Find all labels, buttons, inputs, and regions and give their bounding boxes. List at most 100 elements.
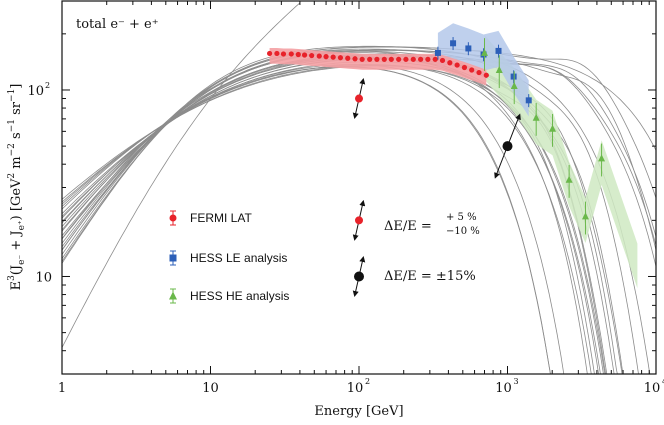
- y-axis-title: E3(Je⁻ + Je⁺) [GeV2 m−2 s−1 sr−1]: [7, 84, 27, 291]
- fermi-point: [337, 55, 344, 61]
- y-axis-title-part: ]: [9, 84, 24, 89]
- fermi-point: [403, 56, 409, 62]
- y-axis-title-part: sr: [9, 101, 24, 119]
- y-tick-label: 10: [35, 270, 52, 285]
- x-tick-label: 10: [202, 381, 219, 396]
- fermi-point: [295, 51, 301, 58]
- y-tick-label: 10: [27, 84, 44, 99]
- y-axis-title-part: m: [9, 156, 24, 172]
- hess-he-point: [532, 113, 540, 121]
- model-curve: [62, 46, 656, 262]
- model-curve: [62, 66, 551, 374]
- fermi-point: [288, 51, 294, 57]
- fermi-point: [454, 62, 460, 68]
- x-tick-label: 10: [347, 381, 364, 396]
- energy-scale-markers: [352, 78, 521, 297]
- hess-he-point: [598, 154, 606, 162]
- hess-le-point: [465, 45, 472, 52]
- hess-he-point: [495, 65, 503, 73]
- y-axis-title-part: −1: [7, 119, 17, 132]
- y-axis-title-text: E3(Je⁻ + Je⁺) [GeV2 m−2 s−1 sr−1]: [7, 84, 27, 291]
- model-curve: [62, 45, 651, 374]
- y-axis-title-part: ) [GeV: [9, 178, 24, 220]
- hess-he-point: [581, 212, 589, 220]
- y-axis-title-part: −2: [7, 143, 17, 156]
- y-axis-title-part: 2: [7, 173, 17, 179]
- fermi-point: [374, 56, 380, 62]
- x-tick-label-exponent: 3: [514, 377, 519, 386]
- fermi-point: [323, 54, 329, 60]
- fermi-point: [418, 56, 424, 62]
- hess-he-point: [480, 48, 488, 56]
- fermi-point: [345, 55, 351, 61]
- x-tick-label-exponent: 4: [662, 377, 664, 386]
- model-curve: [62, 66, 551, 374]
- fermi-point: [381, 56, 387, 62]
- model-curve: [62, 65, 606, 374]
- legend-marker: [169, 291, 177, 300]
- hess-le-point: [450, 40, 457, 47]
- y-axis-title-part: −1: [7, 89, 17, 102]
- systematic-bands: [269, 23, 638, 289]
- fermi-point: [280, 51, 287, 57]
- hess-le-point: [525, 97, 532, 104]
- fermi-point: [316, 53, 322, 59]
- model-curve: [62, 64, 565, 374]
- fermi-energy-scale-plus: + 5 %: [446, 212, 477, 223]
- model-curve: [62, 64, 592, 374]
- energy-scale-arrow: [494, 145, 508, 179]
- legend-label: FERMI LAT: [190, 211, 252, 225]
- fermi-energy-scale: ΔE/E =: [384, 219, 432, 234]
- legend-label: HESS LE analysis: [190, 251, 287, 265]
- energy-scale-marker: [354, 271, 364, 282]
- hess-energy-scale: ΔE/E = ±15%: [384, 269, 476, 284]
- x-tick-label: 10: [495, 381, 512, 396]
- fermi-point: [476, 69, 482, 76]
- fermi-point: [274, 50, 280, 57]
- fermi-point: [461, 64, 468, 71]
- fermi-point: [367, 56, 373, 62]
- hess-le-point: [495, 47, 502, 54]
- fermi-point: [396, 56, 402, 62]
- fermi-point: [359, 56, 365, 62]
- x-tick-label: 10: [644, 381, 661, 396]
- chart-title: total e⁻ + e⁺: [76, 17, 159, 32]
- legend-marker: [169, 254, 177, 262]
- fermi-point: [469, 67, 475, 73]
- energy-scale-marker: [502, 141, 513, 152]
- y-tick-label-exponent: 2: [45, 81, 50, 90]
- y-axis-title-part: e⁺: [17, 220, 27, 230]
- energy-scale-arrow: [507, 113, 521, 147]
- hess-he-point: [510, 82, 518, 90]
- legend: FERMI LAT HESS LE analysis HESS HE analysi…: [169, 210, 289, 304]
- hess-he-point: [565, 175, 573, 183]
- y-axis-title-part: E: [9, 281, 24, 291]
- fermi-point: [309, 52, 315, 59]
- fermi-point: [410, 56, 416, 62]
- model-curve: [62, 2, 300, 348]
- model-curve: [62, 64, 601, 374]
- model-curve: [62, 61, 607, 374]
- fermi-point: [388, 56, 394, 62]
- fermi-point: [330, 54, 336, 60]
- legend-label: HESS HE analysis: [190, 289, 289, 303]
- y-axis-title-part: (J: [9, 265, 24, 275]
- fermi-point: [432, 56, 438, 62]
- fermi-point: [266, 50, 273, 57]
- axis-ticks: 11010210310410102: [27, 0, 664, 396]
- x-axis-title: Energy [GeV]: [314, 404, 403, 419]
- fermi-energy-scale-minus: −10 %: [446, 226, 480, 237]
- y-axis-title-part: e⁻: [17, 255, 27, 265]
- annotations: ΔE/E = + 5 % −10 % ΔE/E = ±15%: [384, 212, 480, 284]
- x-tick-label-exponent: 2: [365, 377, 370, 386]
- energy-scale-marker: [355, 94, 363, 103]
- energy-scale-marker: [355, 216, 363, 225]
- x-tick-label: 1: [58, 381, 66, 396]
- y-axis-title-part: 3: [7, 275, 17, 281]
- fermi-point: [425, 56, 431, 62]
- fermi-point: [447, 60, 453, 66]
- hess-le-point: [510, 73, 517, 80]
- y-axis-title-part: s: [9, 132, 24, 143]
- fermi-point: [439, 57, 446, 64]
